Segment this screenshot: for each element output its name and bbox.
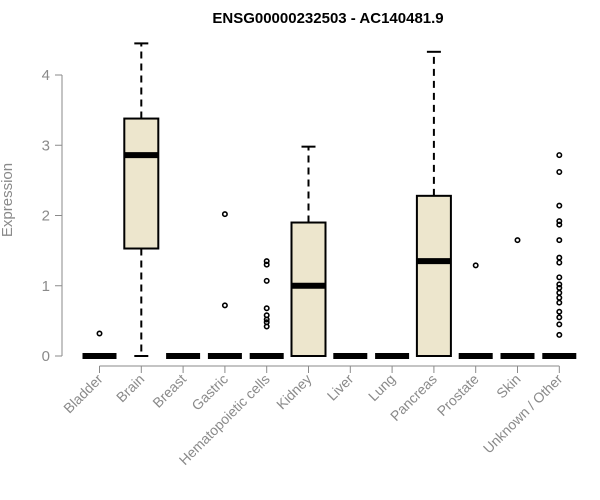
box-gastric — [207, 211, 242, 359]
outlier-point — [472, 262, 479, 269]
outlier-point — [556, 284, 563, 291]
outlier-point — [263, 261, 270, 268]
outlier-point — [263, 323, 270, 330]
x-tick-label: Liver — [324, 371, 357, 404]
box-skin — [500, 237, 535, 359]
x-tick-label: Brain — [113, 371, 147, 405]
outlier-point — [556, 254, 563, 261]
outlier-point — [556, 259, 563, 266]
outlier-point — [221, 302, 228, 309]
x-tick-label: Unknown / Other — [480, 371, 566, 457]
box-prostate — [458, 262, 493, 359]
y-axis-label: Expression — [0, 163, 16, 237]
outlier-point — [263, 258, 270, 265]
box-brain — [123, 42, 160, 357]
outlier-point — [556, 221, 563, 228]
box-kidney — [290, 145, 327, 357]
outlier-point — [556, 218, 563, 225]
y-tick-label: 0 — [42, 348, 50, 365]
outlier-point — [556, 237, 563, 244]
chart-title: ENSG00000232503 - AC140481.9 — [212, 10, 443, 27]
y-tick-label: 1 — [42, 278, 50, 295]
x-tick-label: Breast — [149, 371, 189, 411]
x-tick-label: Skin — [493, 371, 524, 402]
outlier-point — [263, 277, 270, 284]
x-tick-label: Kidney — [273, 371, 315, 413]
box-hematopoietic-cells — [249, 258, 284, 359]
x-tick-label: Lung — [365, 371, 398, 404]
box-bladder — [82, 330, 117, 359]
outlier-point — [556, 152, 563, 159]
outlier-point — [556, 281, 563, 288]
outlier-point — [556, 308, 563, 315]
box-unknown-other — [542, 152, 577, 359]
outlier-point — [263, 316, 270, 323]
outlier-point — [556, 331, 563, 338]
x-tick-label: Bladder — [60, 371, 106, 417]
outlier-point — [514, 237, 521, 244]
outlier-point — [556, 294, 563, 301]
outlier-point — [556, 202, 563, 209]
outlier-point — [556, 168, 563, 175]
outlier-point — [556, 314, 563, 321]
x-tick-label: Prostate — [434, 371, 482, 419]
outlier-point — [96, 330, 103, 337]
box-iqr — [290, 221, 327, 357]
outlier-point — [263, 305, 270, 312]
boxes-group — [82, 42, 577, 359]
y-tick-label: 2 — [42, 208, 50, 225]
outlier-point — [556, 299, 563, 306]
y-tick-label: 4 — [42, 67, 50, 84]
box-iqr — [415, 194, 452, 357]
y-axis: 0 1 2 3 4 — [42, 67, 63, 365]
outlier-point — [556, 321, 563, 328]
outlier-point — [556, 274, 563, 281]
outlier-point — [556, 289, 563, 296]
box-pancreas — [415, 50, 452, 357]
outlier-point — [221, 211, 228, 218]
box-iqr — [123, 117, 160, 250]
y-tick-label: 3 — [42, 137, 50, 154]
